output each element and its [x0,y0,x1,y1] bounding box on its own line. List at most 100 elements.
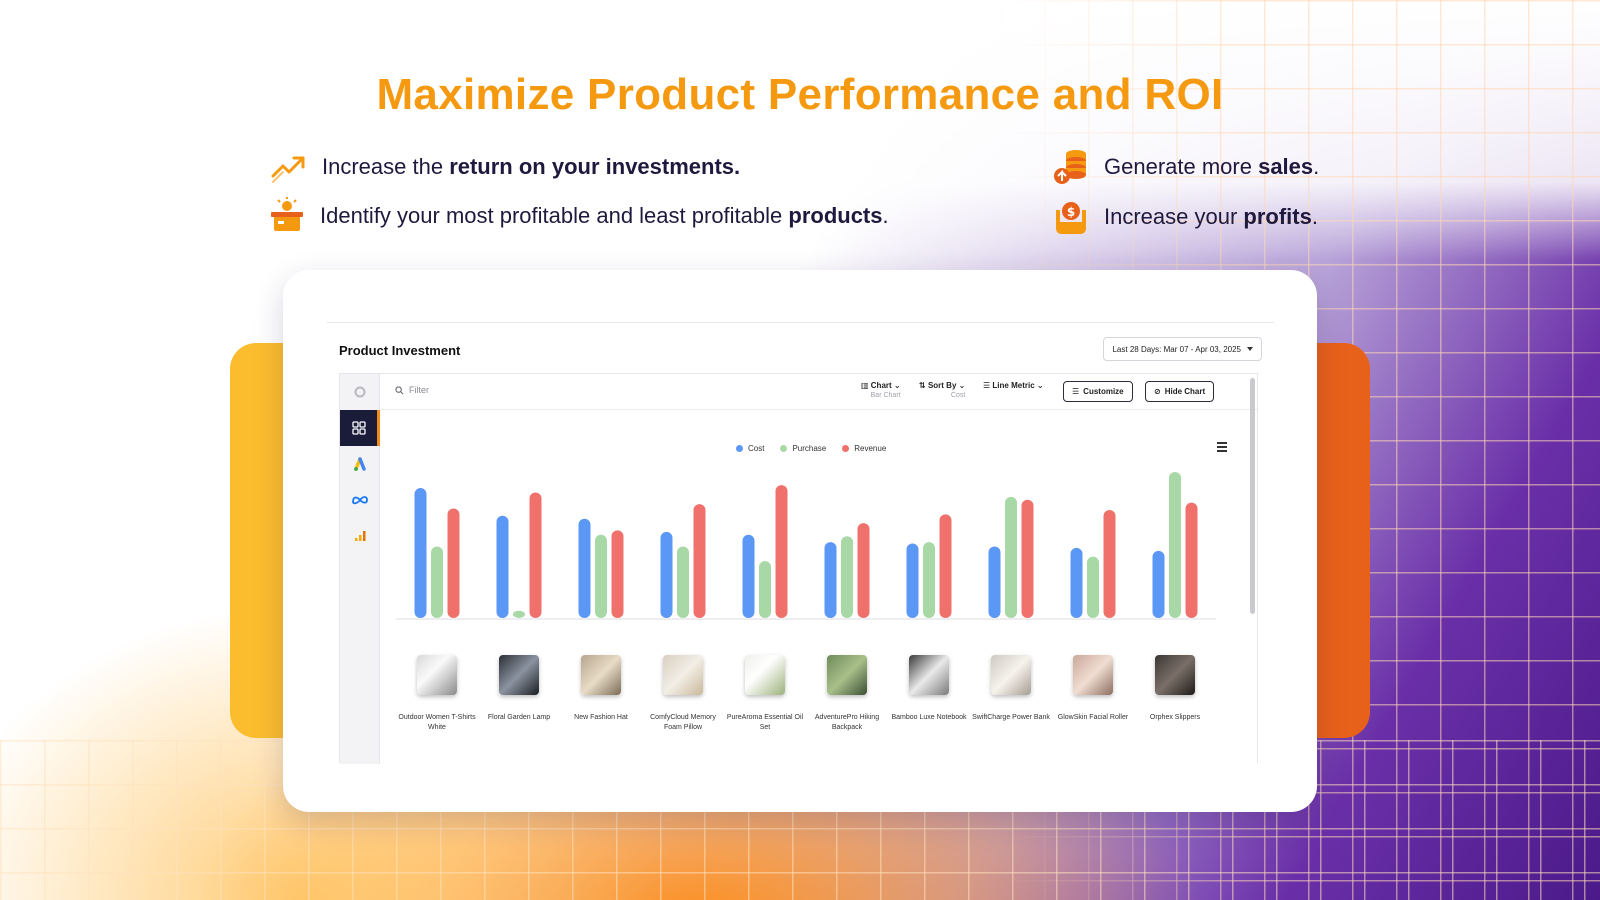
date-range-dropdown[interactable]: Last 28 Days: Mar 07 - Apr 03, 2025 [1103,337,1262,361]
product-item[interactable]: Floral Garden Lamp [479,655,559,723]
legend-label: Revenue [854,444,887,453]
feature-text-pre: Generate more [1104,154,1259,179]
legend-item-cost[interactable]: Cost [736,444,764,453]
sidebar-item-meta[interactable] [340,482,380,518]
filter-input[interactable]: Filter [395,385,429,395]
bar-purchase[interactable] [759,561,771,618]
bar-cost[interactable] [660,531,673,618]
scrollbar[interactable] [1250,378,1255,614]
bar-cost[interactable] [414,488,427,618]
feature-text-bold: return on your investments. [449,154,741,179]
product-item[interactable]: AdventurePro Hiking Backpack [807,655,887,733]
bar-revenue[interactable] [447,508,460,619]
product-thumbnail [581,655,621,695]
report-panel: Filter ▥ Chart ⌄ Bar Chart ⇅ Sort By ⌄ C… [339,373,1258,764]
bar-revenue[interactable] [693,504,706,618]
sidebar-item-analytics[interactable] [340,518,380,554]
bar-chart [396,472,1216,620]
product-item[interactable]: New Fashion Hat [561,655,641,723]
bar-cost[interactable] [1152,550,1165,618]
bar-chart-icon: ▥ [861,381,871,390]
bar-cost[interactable] [824,542,837,618]
bar-revenue[interactable] [775,485,788,618]
list-icon: ☰ [983,381,993,390]
bar-purchase[interactable] [923,542,935,618]
legend-item-purchase[interactable]: Purchase [780,444,826,453]
product-item[interactable]: ComfyCloud Memory Foam Pillow [643,655,723,733]
product-list: Outdoor Women T-Shirts White Floral Garde… [396,655,1216,755]
date-range-label: Last 28 Days: Mar 07 - Apr 03, 2025 [1112,344,1241,354]
sidebar-item-overview[interactable] [340,410,380,446]
product-name: ComfyCloud Memory Foam Pillow [650,714,716,731]
bar-purchase[interactable] [1169,472,1181,618]
feature-text-bold: profits [1243,204,1312,229]
feature-text-bold: sales [1258,154,1314,179]
hide-chart-label: Hide Chart [1164,387,1206,396]
product-name: Floral Garden Lamp [487,714,551,721]
customize-button[interactable]: ☰ Customize [1063,381,1133,402]
bar-revenue[interactable] [1103,509,1116,618]
bar-revenue[interactable] [939,514,952,618]
legend-dot [780,445,788,452]
headline: Maximize Product Performance and ROI [376,70,1224,119]
meta-icon [352,496,368,505]
product-thumbnail [1155,655,1195,695]
bar-revenue[interactable] [1021,499,1034,618]
product-name: Bamboo Luxe Notebook [891,714,967,721]
chart-type-value: Bar Chart [870,392,901,399]
eye-off-icon: ⊘ [1154,387,1161,396]
bar-cost[interactable] [1070,547,1083,618]
chevron-down-icon: ⌄ [1036,381,1044,390]
bar-purchase[interactable] [595,534,607,618]
feature-text-pre: Identify your most profitable and least … [320,203,789,228]
feature-profits: $ Increase your profits. [1052,198,1318,236]
legend-dot [842,445,850,452]
bar-cost[interactable] [742,534,755,618]
line-metric-label: Line Metric [992,381,1035,390]
sort-icon: ⇅ [919,381,928,390]
product-item[interactable]: Orphex Slippers [1135,655,1215,723]
coins-stack-icon [1054,150,1086,184]
bar-cost[interactable] [906,543,919,618]
product-thumbnail [909,655,949,695]
bar-purchase[interactable] [431,546,443,618]
chart-type-dropdown[interactable]: ▥ Chart ⌄ Bar Chart [861,381,901,401]
feature-text-post: . [882,203,889,228]
line-metric-dropdown[interactable]: ☰ Line Metric ⌄ [983,381,1044,391]
bar-revenue[interactable] [611,530,624,618]
bar-purchase[interactable] [841,536,853,618]
chart-menu-icon[interactable] [1217,442,1227,454]
feature-text-post: . [1313,154,1320,179]
sort-label: Sort By [927,381,957,390]
bar-purchase[interactable] [1087,556,1099,618]
product-item[interactable]: Bamboo Luxe Notebook [889,655,969,723]
bar-revenue[interactable] [857,523,870,618]
feature-text-post: . [1311,204,1318,229]
sort-by-dropdown[interactable]: ⇅ Sort By ⌄ Cost [919,381,965,401]
bar-purchase[interactable] [1005,496,1017,618]
bar-purchase[interactable] [513,610,525,618]
product-item[interactable]: PureAroma Essential Oil Set [725,655,805,733]
product-thumbnail [499,655,539,695]
google-ads-icon [354,457,366,471]
product-name: Orphex Slippers [1149,714,1201,721]
bar-revenue[interactable] [529,492,542,618]
sidebar-item-google-ads[interactable] [340,446,380,482]
toolbar: Filter ▥ Chart ⌄ Bar Chart ⇅ Sort By ⌄ C… [381,374,1257,410]
legend-item-revenue[interactable]: Revenue [842,444,886,453]
product-item[interactable]: SwiftCharge Power Bank [971,655,1051,723]
product-name: Outdoor Women T-Shirts White [398,714,476,731]
bar-cost[interactable] [496,515,509,618]
product-item[interactable]: Outdoor Women T-Shirts White [397,655,477,733]
bar-purchase[interactable] [677,546,689,618]
hide-chart-button[interactable]: ⊘ Hide Chart [1145,381,1215,402]
bar-cost[interactable] [578,518,591,618]
product-item[interactable]: GlowSkin Facial Roller [1053,655,1133,723]
analytics-icon [355,531,366,541]
product-name: SwiftCharge Power Bank [972,714,1050,721]
bar-revenue[interactable] [1185,502,1198,618]
feature-products: Identify your most profitable and least … [268,197,889,235]
sidebar-item-loading[interactable] [340,374,380,410]
feature-text-pre: Increase your [1104,204,1244,229]
bar-cost[interactable] [988,546,1001,618]
